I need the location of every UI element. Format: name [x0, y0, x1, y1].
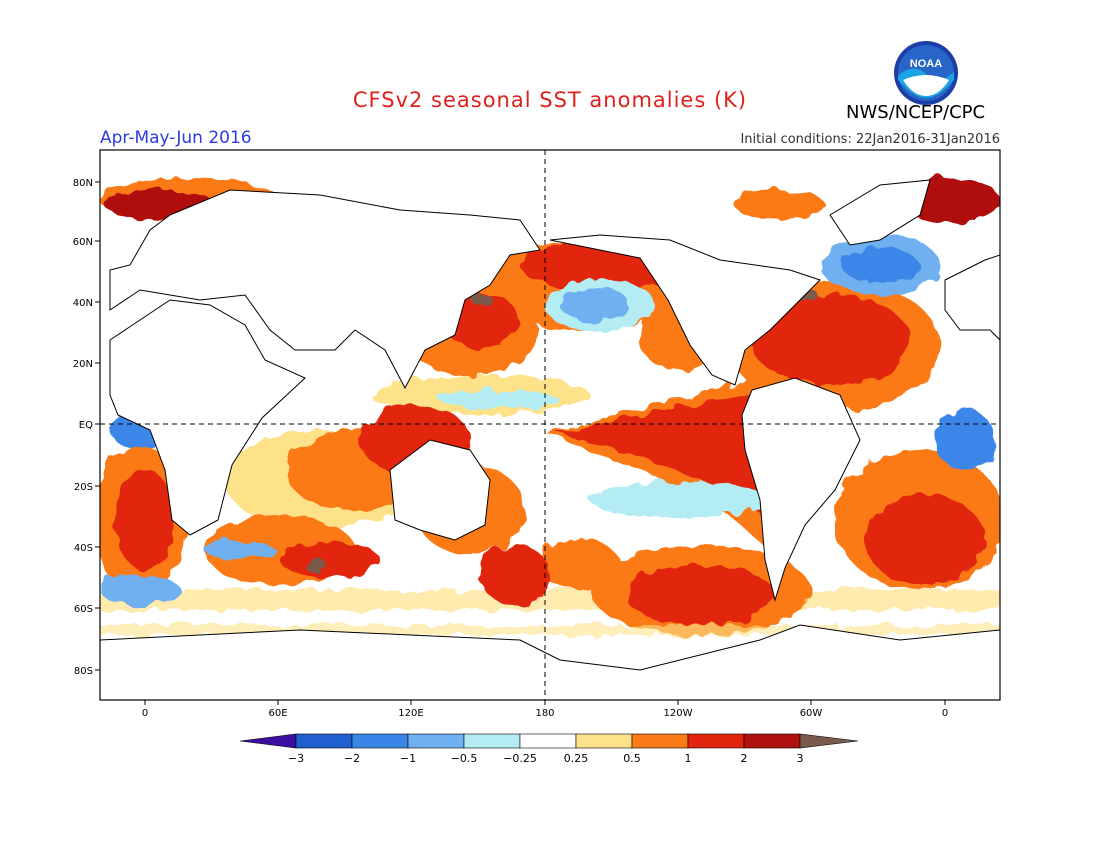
- eurasia-land: [109, 189, 541, 390]
- map-title: CFSv2 seasonal SST anomalies (K): [352, 88, 748, 112]
- lat-tick-label: 80S: [74, 666, 93, 677]
- colorbar-segment: [743, 733, 801, 749]
- colorbar-segment: [351, 733, 409, 749]
- lat-tick-label: 80N: [73, 178, 93, 189]
- noaa-logo-icon: NOAA: [894, 41, 958, 105]
- africa-land: [109, 299, 306, 536]
- greenland-land: [829, 179, 931, 246]
- colorbar-tick-label: 1: [685, 752, 692, 765]
- colorbar-segment: [407, 733, 465, 749]
- australia-land: [389, 439, 491, 541]
- colorbar-tick-label: 2: [741, 752, 748, 765]
- lon-tick-label: 60E: [268, 708, 287, 719]
- map-frame: [99, 149, 1001, 701]
- colorbar-tick-label: −1: [400, 752, 416, 765]
- colorbar-segment: [631, 733, 689, 749]
- colorbar-arrow-low: [239, 733, 297, 749]
- colorbar-tick-label: −2: [344, 752, 360, 765]
- lat-tick-label: 40S: [74, 543, 93, 554]
- colorbar-segment: [687, 733, 745, 749]
- colorbar-tick-label: −0.5: [451, 752, 478, 765]
- initial-conditions-label: Initial conditions: 22Jan2016-31Jan2016: [740, 132, 1000, 147]
- colorbar-arrow-high: [799, 733, 859, 749]
- noaa-logo-text: NOAA: [910, 58, 942, 70]
- colorbar-tick-label: 0.5: [623, 752, 641, 765]
- north-america-land: [549, 234, 821, 386]
- colorbar-tick-label: −3: [288, 752, 304, 765]
- antarctica-land: [100, 624, 1000, 700]
- south-america-land: [741, 377, 861, 602]
- colorbar-segment: [295, 733, 353, 749]
- lat-tick-label: 20N: [73, 359, 93, 370]
- lon-tick-label: 120E: [398, 708, 423, 719]
- lon-tick-label: 180: [535, 708, 554, 719]
- agency-label: NWS/NCEP/CPC: [846, 102, 986, 123]
- lon-tick-label: 120W: [664, 708, 693, 719]
- colorbar-segment: [575, 733, 633, 749]
- lat-tick-label: 60S: [74, 604, 93, 615]
- lat-tick-label: 40N: [73, 298, 93, 309]
- latitude-axis: 80N 60N 40N 20N EQ 20S 40S 60S 80S: [73, 178, 100, 677]
- europe-west-land: [944, 254, 1000, 341]
- lat-tick-label: EQ: [79, 420, 93, 431]
- longitude-axis: 0 60E 120E 180 120W 60W 0: [142, 700, 948, 719]
- colorbar-segment: [519, 733, 577, 749]
- colorbar-tick-label: 0.25: [564, 752, 589, 765]
- colorbar-tick-label: −0.25: [503, 752, 537, 765]
- season-label: Apr-May-Jun 2016: [100, 128, 252, 148]
- continents: [100, 179, 1000, 700]
- lon-tick-label: 0: [942, 708, 948, 719]
- colorbar-legend: −3 −2 −1 −0.5 −0.25 0.25 0.5 1 2 3: [239, 733, 859, 765]
- colorbar-segment: [463, 733, 521, 749]
- lon-tick-label: 60W: [800, 708, 823, 719]
- lat-tick-label: 20S: [74, 482, 93, 493]
- lat-tick-label: 60N: [73, 237, 93, 248]
- colorbar-tick-label: 3: [797, 752, 804, 765]
- lon-tick-label: 0: [142, 708, 148, 719]
